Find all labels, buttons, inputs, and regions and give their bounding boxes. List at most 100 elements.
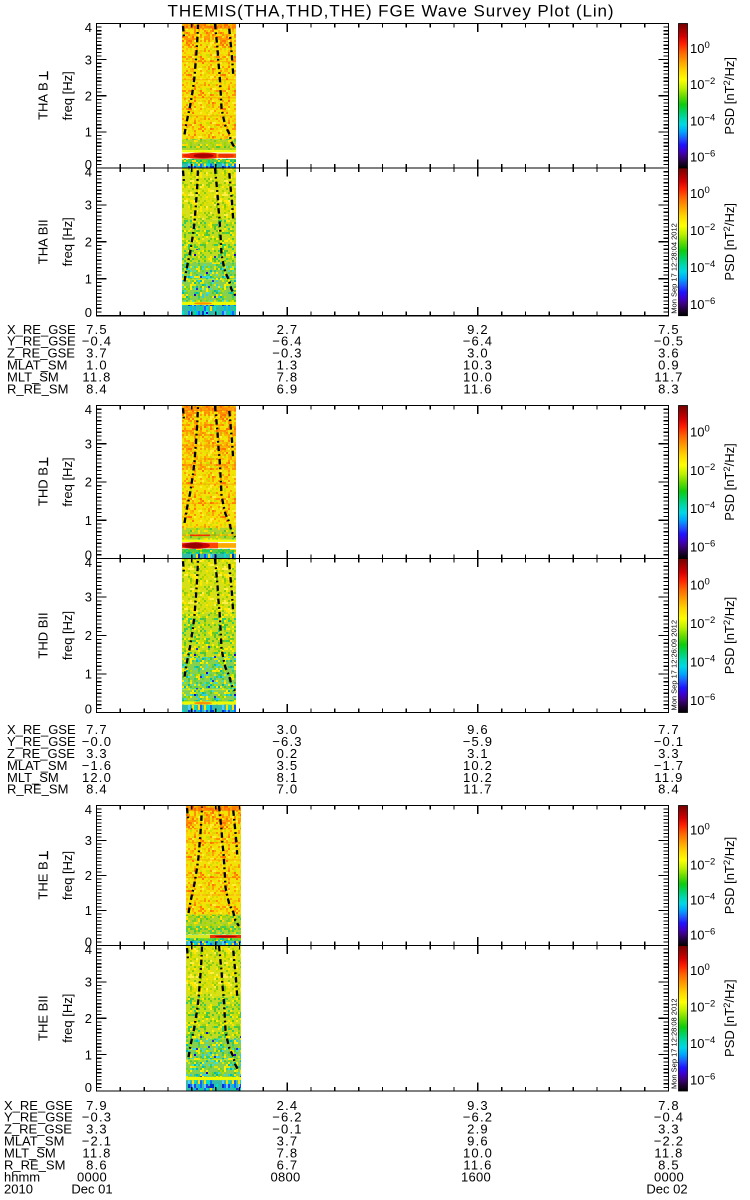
svg-text:Y_RE_GSE: Y_RE_GSE (7, 734, 76, 749)
svg-text:10.3: 10.3 (463, 358, 493, 373)
svg-text:11.6: 11.6 (463, 381, 492, 396)
svg-text:4: 4 (85, 942, 92, 957)
svg-text:3: 3 (85, 198, 92, 213)
svg-text:9.3: 9.3 (467, 1098, 489, 1113)
svg-text:9.2: 9.2 (467, 322, 489, 337)
svg-text:−2.2: −2.2 (654, 1134, 684, 1149)
svg-text:11.7: 11.7 (463, 782, 492, 797)
svg-text:−6.4: −6.4 (272, 334, 302, 349)
svg-text:4: 4 (85, 20, 92, 35)
svg-text:−6.3: −6.3 (272, 734, 302, 749)
svg-text:Z_RE_GSE: Z_RE_GSE (7, 746, 75, 761)
svg-text:−6.2: −6.2 (272, 1110, 302, 1125)
svg-text:4: 4 (85, 164, 92, 179)
svg-text:Dec 02: Dec 02 (646, 1182, 687, 1197)
svg-text:1.0: 1.0 (86, 358, 108, 373)
svg-text:0: 0 (85, 1080, 92, 1095)
svg-text:3: 3 (85, 833, 92, 848)
svg-text:7.8: 7.8 (277, 1145, 299, 1160)
svg-text:2: 2 (85, 1011, 92, 1026)
svg-text:1.3: 1.3 (277, 358, 299, 373)
svg-text:2: 2 (85, 868, 92, 883)
svg-text:2.4: 2.4 (277, 1098, 299, 1113)
svg-text:1: 1 (85, 667, 92, 682)
svg-text:0: 0 (85, 305, 92, 320)
svg-text:MLT_SM: MLT_SM (7, 770, 59, 785)
svg-text:7.9: 7.9 (86, 1098, 108, 1113)
svg-text:3: 3 (85, 436, 92, 451)
svg-text:7.7: 7.7 (658, 722, 680, 737)
svg-text:−0.1: −0.1 (654, 734, 684, 749)
svg-text:freq [Hz]: freq [Hz] (60, 611, 75, 660)
svg-text:MLAT_SM: MLAT_SM (7, 358, 67, 373)
svg-text:THD BII: THD BII (36, 612, 51, 658)
svg-text:−6.2: −6.2 (463, 1110, 493, 1125)
svg-text:2.7: 2.7 (277, 322, 299, 337)
svg-text:3.7: 3.7 (86, 346, 108, 361)
svg-text:0.2: 0.2 (277, 746, 299, 761)
svg-text:3.1: 3.1 (467, 746, 489, 761)
svg-text:THD B: THD B (36, 467, 51, 506)
svg-text:0.9: 0.9 (658, 358, 680, 373)
svg-text:9.6: 9.6 (467, 1134, 489, 1149)
svg-text:Z_RE_GSE: Z_RE_GSE (7, 346, 75, 361)
svg-text:11.8: 11.8 (82, 1145, 111, 1160)
svg-text:THEMIS(THA,THD,THE) FGE Wave S: THEMIS(THA,THD,THE) FGE Wave Survey Plot… (168, 2, 615, 21)
svg-text:1: 1 (85, 1047, 92, 1062)
svg-text:−1.7: −1.7 (654, 758, 684, 773)
svg-text:X_RE_GSE: X_RE_GSE (4, 1098, 73, 1113)
svg-text:12.0: 12.0 (82, 770, 112, 785)
svg-text:Dec 01: Dec 01 (71, 1182, 112, 1197)
svg-text:0800: 0800 (270, 1169, 300, 1184)
svg-text:2: 2 (85, 475, 92, 490)
svg-text:1600: 1600 (461, 1169, 491, 1184)
svg-text:2: 2 (85, 628, 92, 643)
svg-text:R_RE_SM: R_RE_SM (7, 381, 68, 396)
svg-text:10.0: 10.0 (463, 369, 493, 384)
svg-text:freq [Hz]: freq [Hz] (60, 994, 75, 1043)
svg-text:PSD [nT2/Hz]: PSD [nT2/Hz] (722, 203, 737, 281)
svg-text:3.0: 3.0 (277, 722, 299, 737)
svg-text:4: 4 (85, 802, 92, 817)
svg-text:7.5: 7.5 (86, 322, 108, 337)
svg-text:3: 3 (85, 52, 92, 67)
svg-text:8.3: 8.3 (658, 381, 680, 396)
svg-text:7.8: 7.8 (658, 1098, 680, 1113)
svg-text:1: 1 (85, 513, 92, 528)
svg-text:MLAT_SM: MLAT_SM (4, 1134, 64, 1149)
svg-text:THA B: THA B (36, 82, 51, 120)
svg-text:MLT_SM: MLT_SM (4, 1145, 56, 1160)
svg-text:−0.1: −0.1 (272, 1122, 302, 1137)
svg-text:8.4: 8.4 (86, 381, 108, 396)
svg-text:8.5: 8.5 (658, 1157, 680, 1172)
svg-text:MLAT_SM: MLAT_SM (7, 758, 67, 773)
svg-text:10.0: 10.0 (463, 1145, 493, 1160)
svg-text:2: 2 (85, 235, 92, 250)
svg-text:3.6: 3.6 (658, 346, 680, 361)
svg-text:8.4: 8.4 (658, 782, 680, 797)
svg-text:10.2: 10.2 (463, 758, 493, 773)
svg-text:0000: 0000 (77, 1169, 107, 1184)
svg-text:3.3: 3.3 (86, 746, 108, 761)
svg-text:freq [Hz]: freq [Hz] (60, 71, 75, 120)
svg-text:6.7: 6.7 (277, 1157, 299, 1172)
svg-text:11.7: 11.7 (654, 369, 683, 384)
svg-text:7.5: 7.5 (658, 322, 680, 337)
svg-text:3.3: 3.3 (658, 1122, 680, 1137)
svg-text:0: 0 (85, 935, 92, 950)
svg-text:Mon Sep 17 12:28:04 2012: Mon Sep 17 12:28:04 2012 (669, 223, 678, 314)
svg-text:3.3: 3.3 (86, 1122, 108, 1137)
svg-text:−0.5: −0.5 (654, 334, 684, 349)
svg-text:7.8: 7.8 (277, 369, 299, 384)
svg-text:MLT_SM: MLT_SM (7, 369, 59, 384)
svg-text:4: 4 (85, 402, 92, 417)
svg-text:3: 3 (85, 975, 92, 990)
svg-text:PSD [nT2/Hz]: PSD [nT2/Hz] (722, 979, 737, 1057)
svg-text:8.6: 8.6 (86, 1157, 108, 1172)
svg-text:2.9: 2.9 (467, 1122, 489, 1137)
svg-text:R_RE_SM: R_RE_SM (4, 1157, 65, 1172)
svg-text:11.6: 11.6 (463, 1157, 492, 1172)
svg-text:4: 4 (85, 555, 92, 570)
svg-text:Y_RE_GSE: Y_RE_GSE (4, 1110, 73, 1125)
svg-text:0: 0 (85, 548, 92, 563)
